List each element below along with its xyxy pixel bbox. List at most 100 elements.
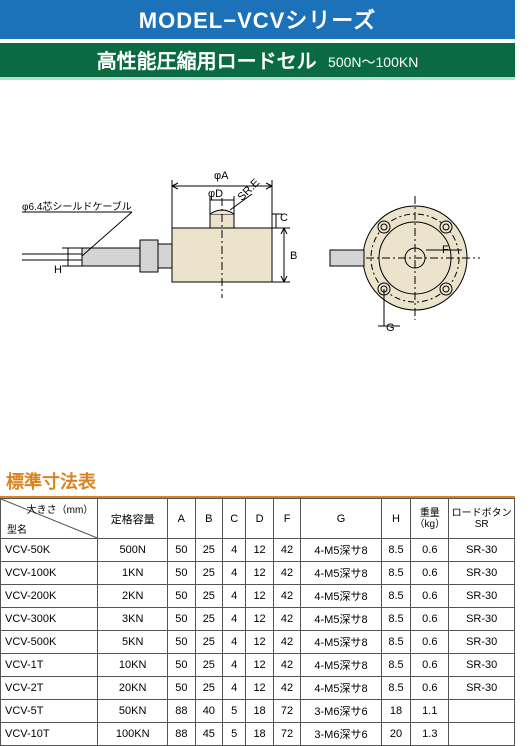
cell-B: 25 (195, 608, 222, 631)
cell-D: 12 (246, 562, 273, 585)
cell-F: 72 (273, 700, 300, 723)
hdr-button: ロードボタンSR (449, 499, 515, 539)
cell-B: 25 (195, 631, 222, 654)
title-green-sub: 500N〜100KN (328, 54, 418, 70)
cell-btn (449, 723, 515, 746)
cell-C: 5 (223, 700, 246, 723)
table-row: VCV-1T10KN5025412424-M5深サ88.50.6SR-30 (1, 654, 515, 677)
cell-wt: 0.6 (411, 562, 449, 585)
table-row: VCV-50K500N5025412424-M5深サ88.50.6SR-30 (1, 539, 515, 562)
cell-model: VCV-500K (1, 631, 98, 654)
cell-A: 50 (168, 631, 195, 654)
cell-F: 72 (273, 723, 300, 746)
dim-f-label: F (442, 244, 449, 256)
dim-c-label: C (280, 212, 288, 224)
cell-D: 12 (246, 585, 273, 608)
cell-H: 8.5 (381, 585, 411, 608)
cell-model: VCV-10T (1, 723, 98, 746)
cell-D: 12 (246, 631, 273, 654)
cell-G: 4-M5深サ8 (301, 677, 381, 700)
table-row: VCV-500K5KN5025412424-M5深サ88.50.6SR-30 (1, 631, 515, 654)
cell-cap: 5KN (98, 631, 168, 654)
cell-cap: 20KN (98, 677, 168, 700)
hdr-d: D (246, 499, 273, 539)
diagram-top-view: F G (330, 188, 490, 348)
cell-A: 50 (168, 562, 195, 585)
cell-G: 4-M5深サ8 (301, 654, 381, 677)
cell-wt: 0.6 (411, 631, 449, 654)
cell-G: 3-M6深サ6 (301, 723, 381, 746)
cell-F: 42 (273, 562, 300, 585)
cell-D: 12 (246, 608, 273, 631)
cell-C: 4 (223, 562, 246, 585)
cell-B: 25 (195, 585, 222, 608)
hdr-model: 大きさ（mm） 型名 (1, 499, 98, 539)
cell-G: 4-M5深サ8 (301, 608, 381, 631)
header-green-bar: 高性能圧縮用ロードセル 500N〜100KN (0, 43, 515, 80)
title-green-main: 高性能圧縮用ロードセル (97, 51, 317, 73)
cell-H: 8.5 (381, 654, 411, 677)
cell-H: 8.5 (381, 562, 411, 585)
cell-G: 4-M5深サ8 (301, 631, 381, 654)
diagram-side-view: φ6.4芯シールドケーブル (22, 170, 292, 340)
cell-D: 12 (246, 654, 273, 677)
cell-A: 88 (168, 723, 195, 746)
cell-btn: SR-30 (449, 677, 515, 700)
cell-D: 12 (246, 677, 273, 700)
hdr-capacity: 定格容量 (98, 499, 168, 539)
cell-H: 20 (381, 723, 411, 746)
cell-B: 40 (195, 700, 222, 723)
cell-A: 50 (168, 654, 195, 677)
cell-model: VCV-300K (1, 608, 98, 631)
cell-H: 8.5 (381, 539, 411, 562)
dim-h-label: H (54, 264, 62, 276)
cell-C: 5 (223, 723, 246, 746)
top-view-svg (330, 188, 490, 348)
cell-B: 25 (195, 677, 222, 700)
table-row: VCV-200K2KN5025412424-M5深サ88.50.6SR-30 (1, 585, 515, 608)
cell-wt: 0.6 (411, 677, 449, 700)
hdr-h: H (381, 499, 411, 539)
cell-btn: SR-30 (449, 539, 515, 562)
cell-btn: SR-30 (449, 562, 515, 585)
cell-D: 12 (246, 539, 273, 562)
cell-F: 42 (273, 608, 300, 631)
hdr-a: A (168, 499, 195, 539)
cell-btn: SR-30 (449, 608, 515, 631)
cell-btn: SR-30 (449, 654, 515, 677)
dim-g-label: G (386, 322, 395, 334)
cell-A: 50 (168, 585, 195, 608)
dim-d-label: φD (208, 188, 223, 200)
cell-wt: 0.6 (411, 654, 449, 677)
diagram-area: φ6.4芯シールドケーブル (0, 170, 515, 410)
cell-F: 42 (273, 585, 300, 608)
cell-cap: 2KN (98, 585, 168, 608)
hdr-c: C (223, 499, 246, 539)
cell-cap: 100KN (98, 723, 168, 746)
title-blue: MODEL−VCVシリーズ (139, 8, 376, 33)
cell-model: VCV-50K (1, 539, 98, 562)
cell-A: 50 (168, 677, 195, 700)
cell-btn: SR-30 (449, 631, 515, 654)
cell-D: 18 (246, 723, 273, 746)
cell-H: 18 (381, 700, 411, 723)
cell-model: VCV-100K (1, 562, 98, 585)
cell-C: 4 (223, 677, 246, 700)
table-section-title: 標準寸法表 (6, 468, 532, 494)
hdr-weight-text: 重量（kg） (415, 508, 446, 530)
cell-C: 4 (223, 585, 246, 608)
cable-label: φ6.4芯シールドケーブル (22, 198, 132, 213)
dim-a-label: φA (214, 170, 228, 182)
table-row: VCV-100K1KN5025412424-M5深サ88.50.6SR-30 (1, 562, 515, 585)
hdr-f: F (273, 499, 300, 539)
table-row: VCV-5T50KN8840518723-M6深サ6181.1 (1, 700, 515, 723)
table-row: VCV-2T20KN5025412424-M5深サ88.50.6SR-30 (1, 677, 515, 700)
cell-A: 88 (168, 700, 195, 723)
cell-G: 4-M5深サ8 (301, 539, 381, 562)
cell-B: 25 (195, 654, 222, 677)
cell-D: 18 (246, 700, 273, 723)
table-header-row: 大きさ（mm） 型名 定格容量 A B C D F G H 重量（kg） ロード… (1, 499, 515, 539)
cell-cap: 10KN (98, 654, 168, 677)
cell-cap: 50KN (98, 700, 168, 723)
cell-cap: 1KN (98, 562, 168, 585)
